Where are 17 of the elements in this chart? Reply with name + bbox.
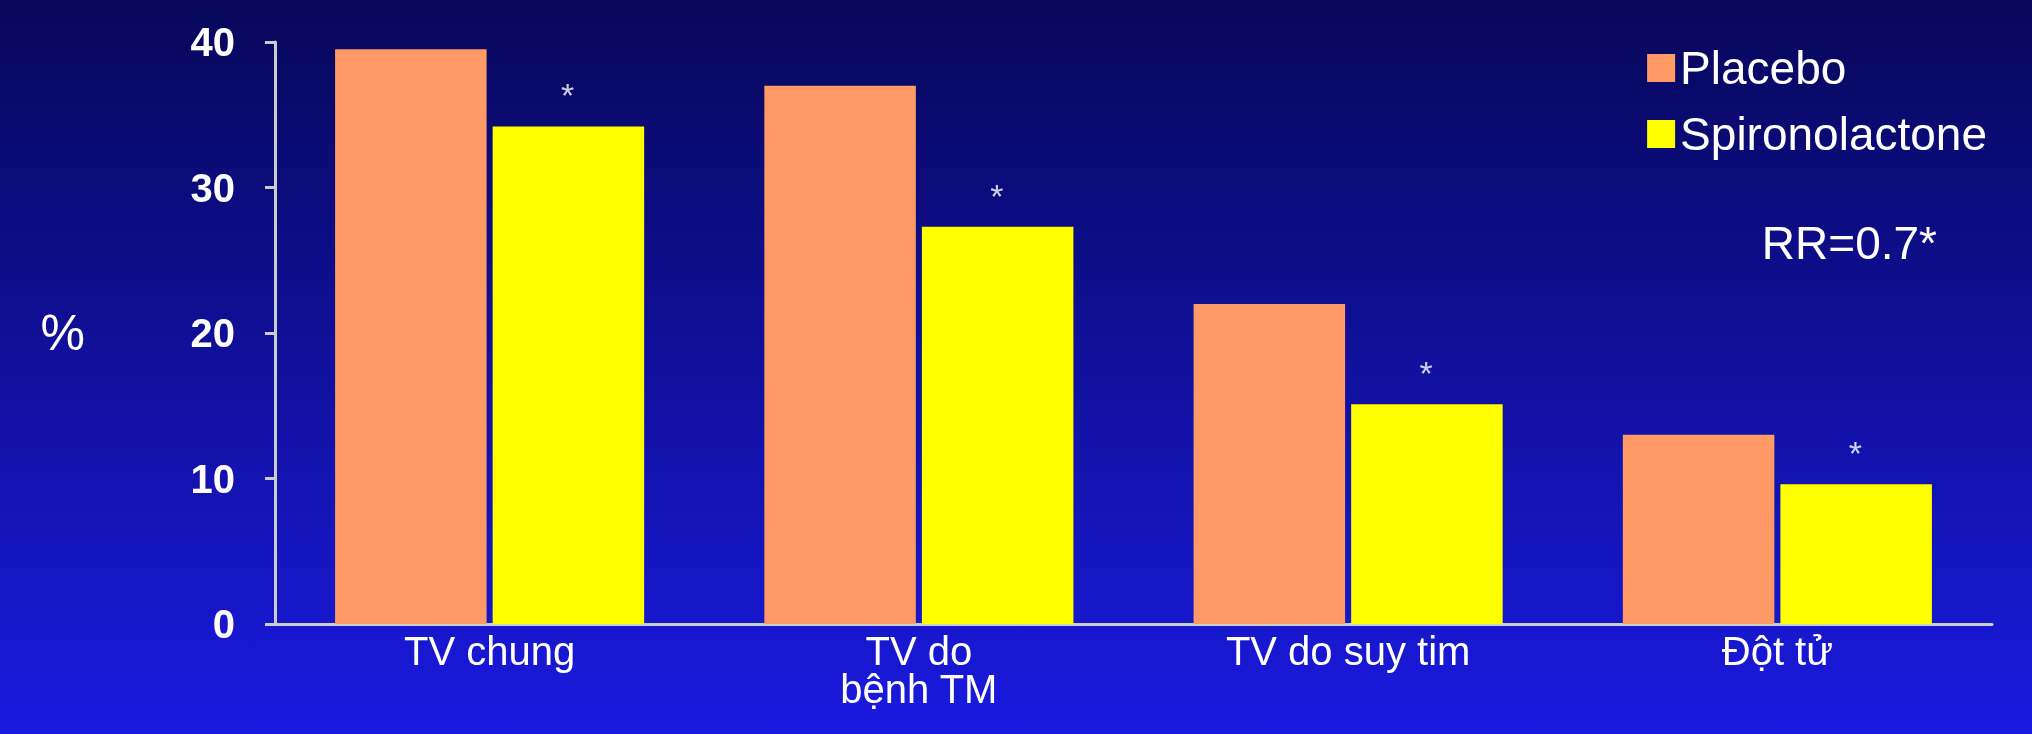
y-tick-label: 30	[190, 165, 235, 210]
x-tick-label: Đột tử	[1721, 629, 1833, 673]
y-axis-title: %	[40, 305, 85, 361]
y-tick-label: 0	[212, 602, 235, 646]
y-tick-label: 10	[190, 456, 235, 501]
annotation: *	[561, 76, 575, 115]
y-tick-label: 40	[190, 20, 235, 64]
annotation: RR=0.7*	[1761, 217, 1938, 269]
annotation: *	[990, 176, 1004, 215]
x-tick-label: TV do bệnh TM	[840, 629, 998, 711]
x-tick-label: TV chung	[404, 629, 576, 673]
annotation: *	[1848, 434, 1862, 473]
legend-label: Placebo	[1680, 42, 1847, 94]
y-tick-label: 20	[190, 311, 235, 355]
x-tick-label: TV do suy tim	[1225, 629, 1471, 673]
annotation: *	[1419, 354, 1433, 393]
legend-label: Spironolactone	[1680, 108, 1988, 160]
